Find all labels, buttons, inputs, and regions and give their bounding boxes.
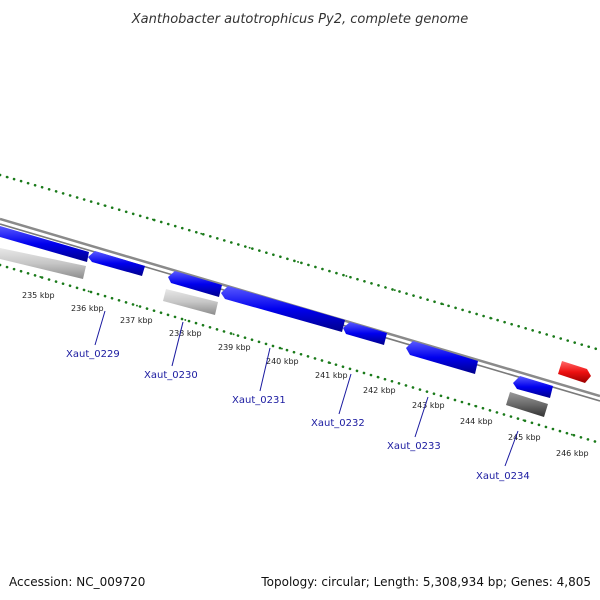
leader-xaut-0233 [414, 396, 429, 438]
gene-arrow-red[interactable] [558, 361, 591, 383]
gene-label-leaders [94, 310, 519, 467]
leader-xaut-0229 [94, 310, 106, 346]
gene-label-xaut-0230[interactable]: Xaut_0230 [144, 370, 198, 381]
leader-xaut-0232 [338, 373, 352, 415]
kbp-label-238: 238 kbp [169, 329, 202, 338]
kbp-label-237: 237 kbp [120, 316, 153, 325]
genome-summary-text: Topology: circular; Length: 5,308,934 bp… [260, 575, 591, 589]
accession-text: Accession: NC_009720 [9, 575, 145, 589]
leader-xaut-0230 [171, 321, 184, 367]
kbp-labels: 235 kbp 236 kbp 237 kbp 238 kbp 239 kbp … [22, 291, 589, 458]
gene-label-xaut-0229[interactable]: Xaut_0229 [66, 349, 120, 360]
gene-arrow-xaut-0229[interactable] [0, 226, 89, 262]
kbp-label-241: 241 kbp [315, 371, 348, 380]
gene-arrow-blue-5[interactable] [343, 322, 387, 345]
gene-label-xaut-0234[interactable]: Xaut_0234 [476, 471, 530, 482]
gene-label-xaut-0233[interactable]: Xaut_0233 [387, 441, 441, 452]
kbp-label-236: 236 kbp [71, 304, 104, 313]
outer-dotted-track [0, 173, 600, 352]
kbp-label-246: 246 kbp [556, 449, 589, 458]
kbp-label-239: 239 kbp [218, 343, 251, 352]
gene-label-xaut-0231[interactable]: Xaut_0231 [232, 395, 286, 406]
gene-arrow-xaut-0231[interactable] [221, 286, 345, 332]
kbp-label-240: 240 kbp [266, 357, 299, 366]
map-title: Xanthobacter autotrophicus Py2, complete… [131, 12, 468, 27]
leader-xaut-0234 [504, 430, 519, 467]
gene-arrow-xaut-0234[interactable] [513, 376, 553, 398]
gene-labels: Xaut_0229 Xaut_0230 Xaut_0231 Xaut_0232 … [66, 349, 530, 482]
gene-box-light-gray-1[interactable] [0, 248, 86, 279]
inner-track-dots [0, 263, 600, 445]
gene-label-xaut-0232[interactable]: Xaut_0232 [311, 418, 365, 429]
gene-arrow-blue-2[interactable] [88, 251, 145, 276]
gene-box-dark-gray[interactable] [506, 392, 548, 417]
kbp-label-243: 243 kbp [412, 401, 445, 410]
kbp-label-245: 245 kbp [508, 433, 541, 442]
gene-box-light-gray-2[interactable] [163, 289, 218, 315]
gene-arrow-xaut-0233[interactable] [406, 341, 478, 374]
gene-arrow-blue-3[interactable] [168, 271, 222, 297]
leader-xaut-0231 [259, 347, 271, 392]
genes [0, 226, 591, 417]
kbp-label-235: 235 kbp [22, 291, 55, 300]
kbp-label-242: 242 kbp [363, 386, 396, 395]
inner-dotted-track [0, 263, 600, 445]
kbp-label-244: 244 kbp [460, 417, 493, 426]
outer-track-dots [0, 173, 600, 352]
